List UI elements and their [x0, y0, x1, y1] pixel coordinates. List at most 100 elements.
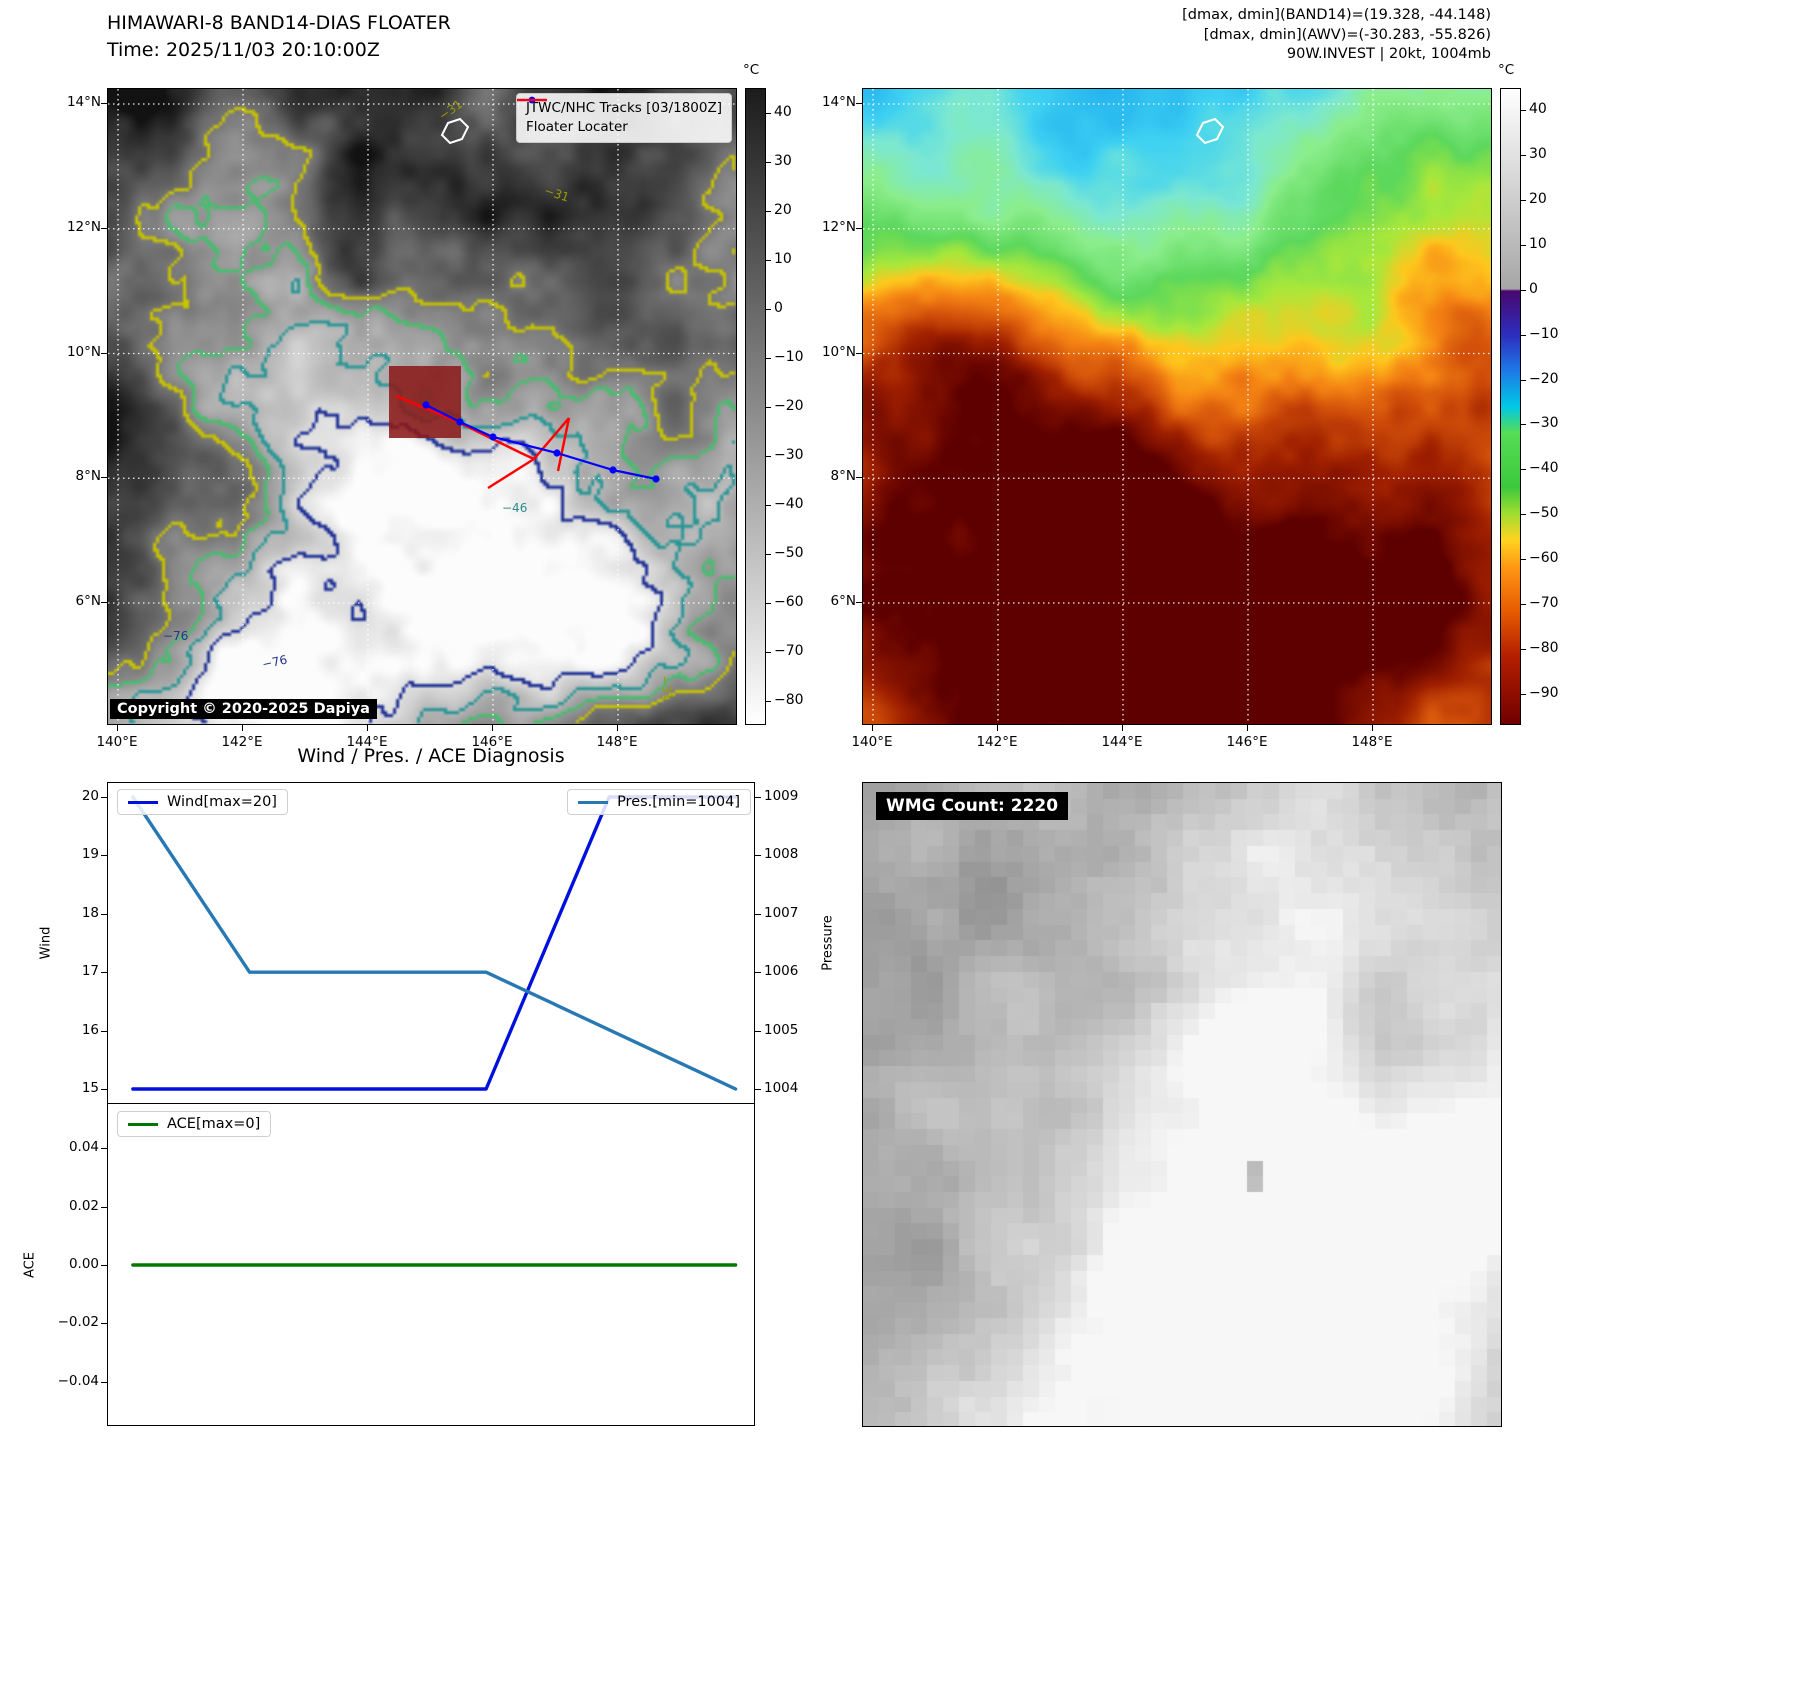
- floater-locater-line: [533, 417, 570, 460]
- lon-tick-mark: [1122, 725, 1123, 731]
- ace-axis-label: ACE: [22, 1252, 38, 1278]
- legend-label: ACE[max=0]: [167, 1116, 261, 1132]
- legend-line-sample: [128, 800, 158, 804]
- jtwc-track-point: [422, 401, 430, 409]
- band14-title: HIMAWARI-8 BAND14-DIAS FLOATER: [107, 12, 451, 34]
- lat-tick-mark: [101, 602, 107, 603]
- floater-legend-row-label: Floater Locater: [525, 119, 628, 135]
- lon-tick-label: 142°E: [221, 734, 263, 750]
- pressure-tick-mark: [755, 972, 761, 974]
- wind-tick-label: 16: [81, 1021, 99, 1038]
- floater-locater-line: [487, 457, 535, 490]
- jtwc-track-point: [489, 433, 497, 441]
- band14-colorbar-tick-label: 10: [774, 250, 792, 267]
- wind-tick-label: 18: [81, 904, 99, 921]
- lat-tick-label: 6°N: [75, 593, 101, 609]
- lat-tick-mark: [101, 227, 107, 229]
- pressure-tick-mark: [755, 1089, 761, 1090]
- awv-colorbar-tick-mark: [1521, 155, 1526, 157]
- wmg-count-image: [863, 783, 1501, 1426]
- lat-tick-mark: [856, 477, 862, 479]
- awv-header-line3: 90W.INVEST | 20kt, 1004mb: [1286, 46, 1491, 62]
- band14-colorbar-tick-mark: [766, 308, 771, 310]
- lon-tick-mark: [872, 725, 873, 731]
- lon-tick-label: 144°E: [1101, 734, 1143, 750]
- band14-colorbar-tick-mark: [766, 210, 771, 212]
- ace-tick-mark: [101, 1148, 107, 1150]
- band14-colorbar-tick-label: −80: [774, 691, 804, 708]
- pressure-tick-label: 1004: [764, 1080, 799, 1096]
- legend-line-sample: [128, 1122, 158, 1126]
- ace-tick-label: 0.04: [68, 1139, 99, 1156]
- awv-satellite-image: [863, 89, 1491, 724]
- awv-colorbar-tick-label: −90: [1529, 684, 1559, 701]
- wind-tick-label: 15: [81, 1080, 99, 1096]
- wind-axis-label: Wind: [38, 926, 54, 960]
- jtwc-track-point: [553, 449, 561, 457]
- band14-colorbar-tick-label: 40: [774, 103, 792, 120]
- awv-colorbar-tick-mark: [1521, 424, 1526, 426]
- contour-label: −46: [502, 501, 528, 515]
- awv-colorbar-unit: °C: [1498, 62, 1515, 78]
- awv-colorbar-tick-mark: [1521, 200, 1526, 202]
- band14-colorbar-tick-mark: [766, 259, 771, 261]
- lon-tick-mark: [117, 725, 118, 731]
- lon-tick-label: 146°E: [471, 734, 513, 750]
- wind-tick-mark: [101, 855, 107, 857]
- band14-colorbar-tick-mark: [766, 504, 771, 506]
- band14-colorbar-tick-mark: [766, 357, 771, 359]
- band14-colorbar-tick-mark: [766, 455, 771, 457]
- wind-tick-mark: [101, 972, 107, 974]
- awv-colorbar-tick-label: −70: [1529, 594, 1559, 611]
- lon-tick-label: 142°E: [976, 734, 1018, 750]
- ace-tick-mark: [101, 1265, 107, 1266]
- lon-tick-label: 140°E: [96, 734, 138, 750]
- band14-time: Time: 2025/11/03 20:10:00Z: [107, 39, 380, 61]
- lat-tick-mark: [856, 352, 862, 354]
- awv-colorbar-tick-label: −60: [1529, 550, 1559, 567]
- wind-tick-mark: [101, 1089, 107, 1090]
- band14-colorbar-tick-label: 20: [774, 201, 792, 218]
- jtwc-track-point: [609, 466, 617, 474]
- band14-map: JTWC/NHC Tracks [03/1800Z] Floater Locate…: [107, 88, 737, 725]
- lat-tick-label: 10°N: [821, 343, 856, 360]
- jtwc-track-point: [456, 418, 464, 426]
- band14-colorbar-unit: °C: [743, 62, 760, 78]
- awv-colorbar-tick-mark: [1521, 648, 1526, 650]
- band14-colorbar-tick-label: −60: [774, 593, 804, 610]
- wind-tick-label: 20: [81, 788, 99, 804]
- awv-colorbar-tick-mark: [1521, 514, 1526, 516]
- band14-colorbar-tick-label: −30: [774, 446, 804, 463]
- band14-colorbar-tick-label: −40: [774, 495, 804, 512]
- ace-tick-label: 0.00: [68, 1256, 99, 1272]
- lat-tick-mark: [856, 227, 862, 229]
- lat-tick-label: 10°N: [66, 343, 101, 360]
- awv-colorbar-tick-label: −40: [1529, 460, 1559, 477]
- band14-colorbar: [745, 88, 766, 725]
- contour-label: −76: [163, 629, 189, 643]
- band14-colorbar-tick-label: −10: [774, 348, 804, 365]
- pressure-tick-label: 1005: [764, 1021, 799, 1038]
- ace-tick-label: 0.02: [68, 1197, 99, 1214]
- awv-overlay: [863, 89, 1491, 724]
- lat-tick-label: 8°N: [830, 468, 856, 485]
- lon-tick-mark: [1247, 725, 1248, 731]
- lon-tick-mark: [617, 725, 618, 731]
- lat-tick-label: 14°N: [66, 94, 101, 110]
- wmg-panel: WMG Count: 2220: [862, 782, 1502, 1427]
- pressure-axis-label: Pressure: [820, 915, 836, 971]
- awv-map: [862, 88, 1492, 725]
- pressure-tick-mark: [755, 1030, 761, 1032]
- awv-colorbar-tick-label: 20: [1529, 191, 1547, 208]
- floater-legend-row-sample: [516, 98, 547, 102]
- wind-pressure-chart: [107, 782, 755, 1104]
- wind-tick-mark: [101, 797, 107, 798]
- band14-colorbar-tick-mark: [766, 700, 771, 702]
- lon-tick-mark: [492, 725, 493, 731]
- band14-colorbar-tick-mark: [766, 602, 771, 604]
- awv-colorbar-tick-label: 40: [1529, 101, 1547, 118]
- pressure-tick-mark: [755, 913, 761, 915]
- island-outline: [1195, 117, 1225, 145]
- lon-tick-label: 148°E: [596, 734, 638, 750]
- pressure-tick-label: 1008: [764, 846, 799, 863]
